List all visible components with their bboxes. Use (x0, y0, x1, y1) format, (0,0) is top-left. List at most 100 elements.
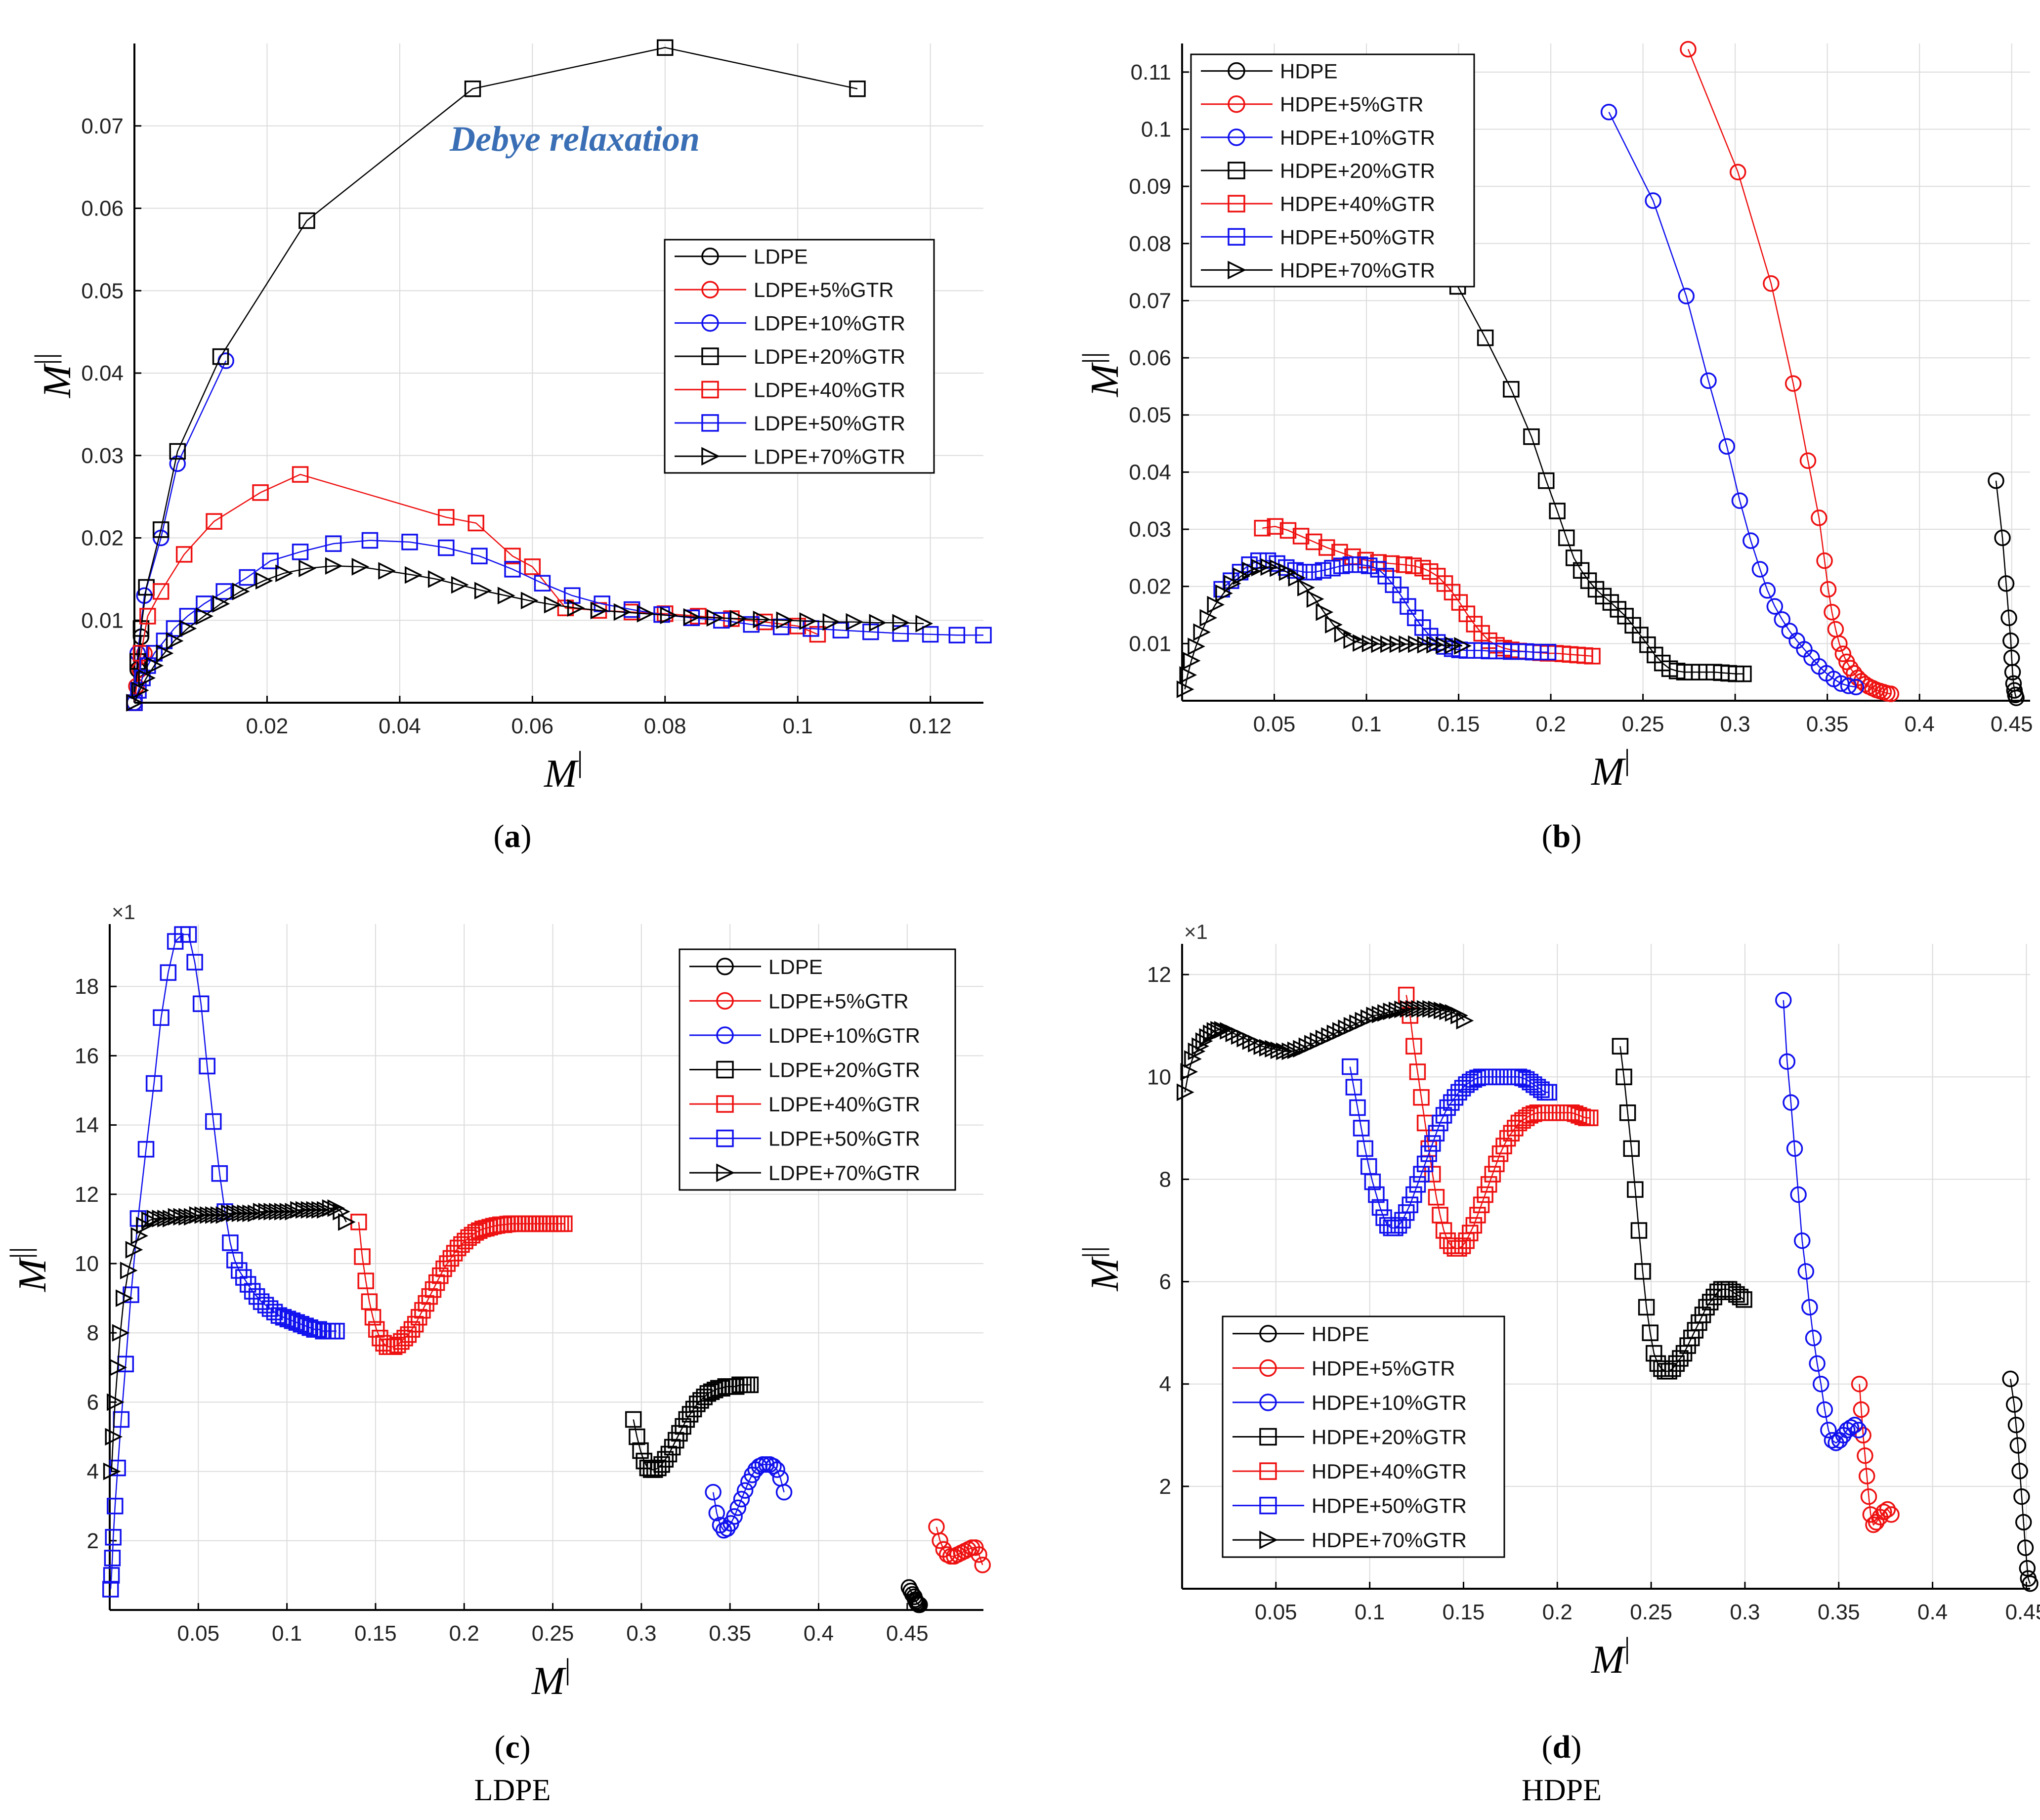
data-point (922, 626, 939, 643)
caption-a: (a) (493, 818, 532, 854)
data-point (364, 1309, 382, 1326)
data-point (1584, 648, 1601, 665)
legend-marker (716, 992, 734, 1010)
data-point (1405, 1186, 1422, 1203)
data-point (284, 1312, 301, 1329)
data-point (1623, 1140, 1640, 1157)
data-point (2008, 689, 2025, 706)
data-point (297, 1317, 314, 1334)
data-point (1812, 1375, 1829, 1393)
data-point (1288, 569, 1306, 587)
data-point (1538, 472, 1555, 489)
data-point (1260, 558, 1278, 576)
data-point (156, 644, 174, 662)
legend-marker (716, 1060, 734, 1079)
data-point (719, 1520, 736, 1537)
data-point (468, 514, 484, 532)
series-3 (625, 1376, 759, 1478)
data-point (1296, 564, 1313, 581)
data-point (1242, 561, 1260, 580)
legend-marker (1259, 1359, 1277, 1377)
data-point (146, 645, 163, 662)
data-point (1278, 559, 1295, 576)
y-tick-label: 0.06 (1129, 346, 1171, 370)
axis-multiplier: ×1 (112, 900, 135, 924)
data-point (1846, 1416, 1863, 1434)
data-point (1809, 1355, 1826, 1372)
data-point (1816, 552, 1833, 569)
series-6 (103, 1199, 356, 1481)
data-point (179, 608, 196, 625)
legend-label: HDPE+10%GTR (1280, 126, 1435, 149)
data-point (1742, 532, 1759, 549)
data-point (1718, 438, 1736, 455)
data-point (504, 561, 521, 578)
data-point (298, 559, 316, 578)
legend-label: LDPE+70%GTR (754, 445, 905, 468)
data-point (1642, 1324, 1658, 1341)
y-tick-label: 8 (87, 1321, 99, 1345)
legend-marker (1228, 128, 1245, 146)
data-point (378, 562, 396, 580)
legend-label: LDPE+5%GTR (754, 278, 894, 301)
data-point (1731, 492, 1748, 509)
data-point (136, 1217, 154, 1234)
x-tick-label: 0.4 (1905, 712, 1935, 736)
series-line (133, 47, 858, 703)
data-point (590, 601, 608, 620)
data-point (1805, 1329, 1822, 1347)
data-point (1402, 1196, 1419, 1213)
data-point (1785, 375, 1802, 392)
series-line (1405, 995, 1590, 1249)
legend-marker (701, 347, 719, 365)
data-point (799, 612, 817, 630)
data-point (1223, 575, 1241, 593)
data-point (361, 532, 379, 549)
data-point (357, 1272, 374, 1289)
legend-marker (1228, 162, 1245, 179)
legend-marker (1259, 1325, 1277, 1343)
legend-marker (701, 381, 719, 399)
data-point (107, 1497, 124, 1515)
data-point (1270, 559, 1287, 577)
data-point (524, 558, 541, 575)
x-tick-label: 0.4 (1917, 1600, 1948, 1624)
data-point (206, 513, 222, 530)
data-point (1389, 635, 1407, 653)
data-point (1428, 1188, 1445, 1206)
caption-d-sub: HDPE (1522, 1774, 1602, 1807)
legend-marker (716, 1163, 735, 1183)
data-point (1851, 1375, 1868, 1393)
data-point (232, 583, 250, 600)
data-point (1763, 275, 1780, 292)
data-point (306, 1201, 324, 1219)
data-point (1627, 1181, 1644, 1198)
x-tick-label: 0.3 (1730, 1600, 1760, 1624)
legend-marker (1228, 62, 1245, 80)
chart-d: 0.05 0.1 0.15 0.2 0.25 0.3 0.35 0.4 0.45 2 4 6 8 10 12… (1077, 920, 2040, 1682)
x-axis-label: M| (1591, 1632, 1630, 1682)
data-point (464, 80, 481, 97)
data-point (275, 564, 293, 583)
data-point (1345, 1079, 1362, 1096)
data-point (200, 1206, 217, 1224)
data-point (178, 1208, 196, 1226)
data-point (145, 1075, 163, 1092)
legend-marker (701, 447, 720, 466)
data-point (192, 995, 210, 1012)
y-tick-label: 0.06 (81, 197, 124, 221)
data-point (1824, 603, 1840, 621)
series-6 (1176, 1000, 1474, 1101)
legend-label: LDPE+50%GTR (754, 412, 905, 435)
data-point (105, 1529, 122, 1546)
data-point (613, 603, 632, 621)
data-point (637, 605, 655, 623)
data-point (338, 1213, 356, 1231)
y-tick-label: 0.01 (81, 608, 124, 633)
data-point (139, 608, 156, 625)
data-point (242, 1204, 260, 1223)
data-point (1860, 1488, 1877, 1505)
data-point (1820, 581, 1837, 598)
series-5 (102, 926, 345, 1598)
data-point (1840, 677, 1857, 694)
